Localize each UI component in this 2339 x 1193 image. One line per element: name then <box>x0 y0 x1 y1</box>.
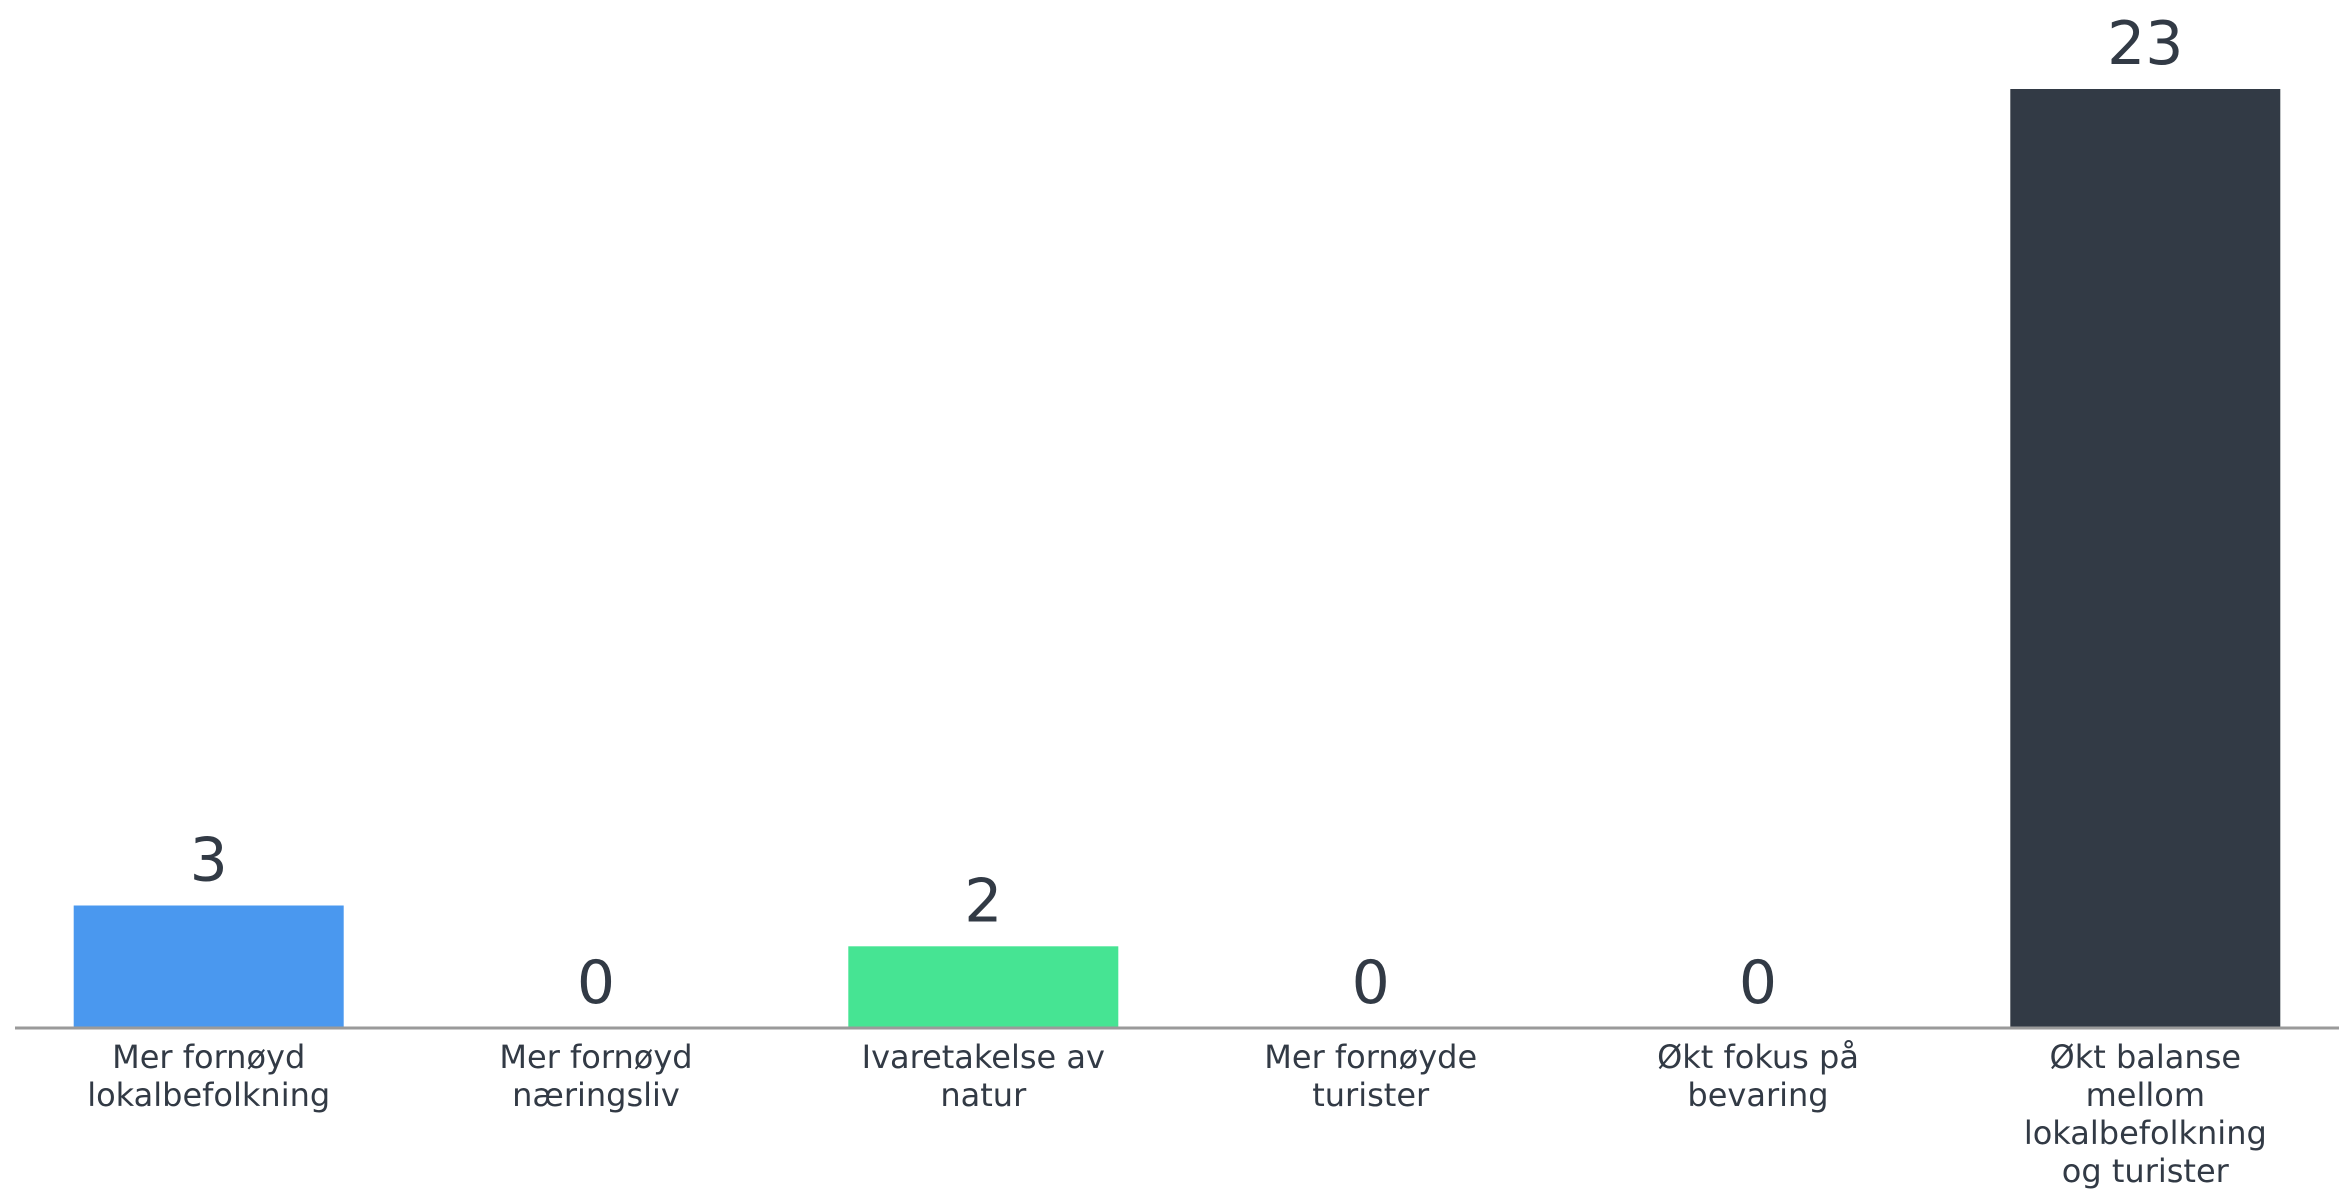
value-label-1: 0 <box>577 948 615 1018</box>
value-label-0: 3 <box>190 826 228 896</box>
bar-5 <box>2010 89 2281 1028</box>
category-label-4: Økt fokus på bevaring <box>1657 1038 1859 1114</box>
category-label-line: mellom <box>2086 1076 2205 1114</box>
category-label-line: næringsliv <box>512 1076 680 1114</box>
bars-group <box>73 89 2281 1028</box>
value-label-5: 23 <box>2107 9 2183 79</box>
category-label-line: og turister <box>2062 1152 2230 1190</box>
category-label-3: Mer fornøyde turister <box>1264 1038 1477 1114</box>
category-label-line: bevaring <box>1687 1076 1828 1114</box>
category-label-1: Mer fornøyd næringsliv <box>499 1038 692 1114</box>
category-label-line: lokalbefolkning <box>87 1076 330 1114</box>
category-label-line: Mer fornøyd <box>499 1038 692 1076</box>
value-label-2: 2 <box>964 866 1002 936</box>
bar-2 <box>848 946 1119 1028</box>
category-label-0: Mer fornøyd lokalbefolkning <box>87 1038 330 1114</box>
category-label-line: natur <box>940 1076 1027 1114</box>
category-label-line: Økt balanse <box>2050 1038 2242 1076</box>
category-label-5: Økt balanse mellom lokalbefolkning og turis… <box>2024 1038 2267 1190</box>
category-label-line: Mer fornøyde <box>1264 1038 1477 1076</box>
category-label-line: lokalbefolkning <box>2024 1114 2267 1152</box>
category-label-2: Ivaretakelse av natur <box>862 1038 1105 1114</box>
category-label-line: Ivaretakelse av <box>862 1038 1105 1076</box>
category-label-line: Mer fornøyd <box>112 1038 305 1076</box>
value-label-3: 0 <box>1352 948 1390 1018</box>
bar-0 <box>73 905 344 1028</box>
value-labels-group: 3 0 2 0 0 23 <box>190 9 2184 1018</box>
category-label-line: Økt fokus på <box>1657 1038 1859 1076</box>
category-label-line: turister <box>1312 1076 1430 1114</box>
value-label-4: 0 <box>1739 948 1777 1018</box>
